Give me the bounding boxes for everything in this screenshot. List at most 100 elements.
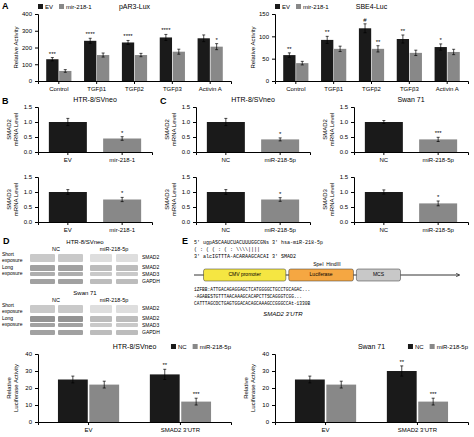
significance-label: * (279, 191, 282, 197)
bar (150, 374, 180, 422)
significance-label: *** (430, 391, 438, 397)
y-tick: 1.0 (340, 119, 354, 125)
axis-domain (39, 223, 153, 226)
blot-panel: DHTR-8/SVneoNCmiR-218-5pSMAD2Shortexposu… (2, 236, 160, 335)
blot-band (58, 254, 83, 262)
significance-label: * (437, 194, 440, 200)
blot-band (30, 330, 55, 335)
y-tick-mark (272, 81, 275, 82)
bar (135, 55, 147, 81)
y-axis: 010203040 (262, 351, 275, 425)
blot-band (90, 265, 112, 271)
y-tick: 0 (266, 419, 275, 425)
axis-domain (276, 423, 469, 426)
significance-label: * (215, 37, 218, 43)
x-tick-mark (58, 81, 59, 84)
axis-domain (276, 82, 469, 85)
bar (103, 200, 141, 223)
blot-band (58, 272, 83, 276)
x-axis: NCmiR-218-5p (197, 152, 311, 163)
plot-area: 010203040EVSMAD2 3’UTRRelativeLuciferase… (6, 343, 232, 433)
y-tick: 30 (262, 368, 275, 374)
y-tick-label: 0.0 (182, 219, 191, 225)
blot-band (58, 265, 83, 271)
error-bar (89, 38, 92, 43)
plot-area: 0.00.51.01.5EVmir-218-1SMAD2mRNA LevelHT… (6, 96, 153, 163)
y-tick: 1.5 (182, 174, 196, 180)
y-tick-label: 1.5 (182, 174, 191, 180)
error-bar (127, 40, 130, 44)
y-tick-label: 0 (29, 78, 33, 84)
y-tick-label: 40 (25, 351, 32, 357)
axis-domain (351, 178, 355, 223)
y-tick: 0.0 (182, 149, 196, 155)
x-tick-mark (325, 422, 326, 425)
panel-letter: A (2, 1, 9, 11)
x-tick: EV (64, 152, 72, 163)
y-tick: 30 (25, 368, 38, 374)
y-axis-label: SMAD2mRNA Level (6, 113, 19, 146)
blot-band (116, 272, 138, 276)
legend-swatch (171, 344, 176, 349)
bar (435, 47, 447, 81)
blot-band (30, 279, 55, 284)
x-tick: SMAD2 3’UTR (161, 422, 201, 433)
x-tick-label: TGFβ1 (324, 86, 343, 92)
y-axis: 050100150 (259, 11, 276, 84)
x-tick-mark (225, 222, 226, 225)
blot-band (58, 279, 83, 284)
y-axis-label-line: Luciferase Activity (13, 364, 19, 412)
bar (97, 55, 109, 81)
x-tick-label: miR-218-5p (422, 227, 454, 233)
y-tick-mark (193, 192, 196, 193)
y-tick-label: 10 (25, 402, 32, 408)
band-label: GAPDH (142, 329, 160, 335)
legend-label: miR-218-5p (437, 344, 469, 350)
marks (58, 369, 211, 422)
plot-area: 0.00.51.01.5NCmiR-218-5pSMAD3mRNA Level* (322, 174, 469, 233)
panel-letter: C (160, 96, 167, 106)
blot-band (90, 254, 112, 262)
x-tick: TGFβ2 (362, 81, 381, 92)
y-tick-label: 100 (22, 62, 33, 68)
y-tick-mark (351, 137, 354, 138)
y-tick-label: 0.5 (182, 204, 191, 210)
error-bar (224, 190, 227, 195)
construct-element (356, 269, 400, 281)
x-tick-label: miR-218-5p (264, 157, 296, 163)
exposure-label-line: exposure (2, 308, 23, 314)
bar (359, 28, 371, 81)
x-tick-mark (438, 152, 439, 155)
y-tick-mark (35, 371, 38, 372)
construct-element (289, 269, 354, 281)
significance-label: **** (86, 31, 96, 37)
x-tick-label: Control (286, 86, 305, 92)
bar (283, 55, 295, 81)
y-tick: 100 (22, 62, 38, 68)
bar (419, 203, 457, 222)
sequence-line: 1ZFBB:ATTGACAGAGGAGCTCATGGGGCTGCCTGCAGAC… (194, 287, 310, 292)
y-tick: 0 (266, 78, 275, 84)
x-tick: Control (49, 81, 68, 92)
y-tick-label: 1.5 (182, 104, 191, 110)
blot-band (90, 323, 112, 327)
blot-band (116, 254, 138, 262)
y-tick-label: 100 (259, 34, 270, 40)
axis-domain (197, 153, 311, 156)
blot-band (30, 305, 55, 313)
y-tick: 0.0 (24, 219, 38, 225)
error-bar (308, 376, 311, 383)
construct-element (204, 269, 286, 281)
bar (397, 39, 409, 81)
chart-title: Swan 71 (397, 96, 424, 103)
error-bar (71, 376, 74, 383)
marks (46, 34, 223, 81)
y-tick-mark (272, 36, 275, 37)
legend-swatch (193, 344, 198, 349)
error-bar (401, 35, 404, 43)
x-tick-mark (333, 81, 334, 84)
y-tick-label: 1.5 (340, 104, 349, 110)
chart-panel: 0.00.51.01.5NCmiR-218-5pSMAD2mRNA LevelH… (160, 96, 311, 163)
sequence-line: CATTTAGCOCTGAGTGGACACAGCAAAGCCGGGCCAt-13… (194, 301, 310, 306)
bar (89, 385, 119, 422)
